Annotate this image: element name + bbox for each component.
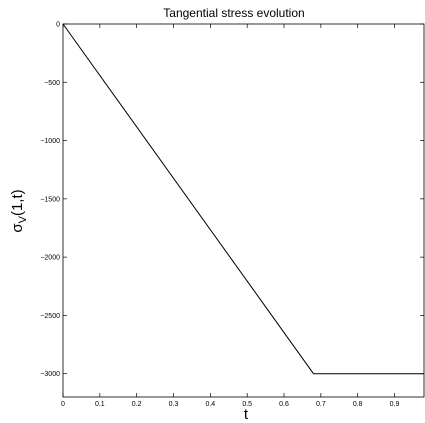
x-tick-label: 0.6: [279, 401, 289, 408]
x-axis-label: t: [244, 406, 249, 423]
x-tick-label: 0: [61, 401, 65, 408]
x-tick-label: 0.1: [95, 401, 105, 408]
y-tick-label: −2500: [40, 313, 60, 320]
x-tick-label: 0.9: [390, 401, 400, 408]
x-tick-label: 0.3: [169, 401, 179, 408]
y-axis-label: σV(1,t): [9, 189, 29, 232]
x-tick-label: 0.4: [205, 401, 215, 408]
y-tick-label: 0: [56, 22, 60, 29]
y-tick-label: −500: [44, 80, 60, 87]
y-tick-label: −3000: [40, 371, 60, 378]
y-axis-label-subscript: V: [17, 215, 29, 223]
x-tick-label: 0.7: [316, 401, 326, 408]
x-tick-label: 0.5: [242, 401, 252, 408]
y-tick-label: −1000: [40, 138, 60, 145]
y-axis-ticks: 0 −500 −1000 −1500 −2000 −2500 −3000: [40, 22, 424, 378]
y-tick-label: −1500: [40, 196, 60, 203]
plot-area-frame: [62, 23, 425, 398]
chart-title: Tangential stress evolution: [163, 6, 304, 20]
x-tick-label: 0.2: [132, 401, 142, 408]
y-axis-label-argument: (1,t): [9, 189, 26, 216]
series-layer: [62, 23, 424, 375]
x-tick-label: 0.8: [353, 401, 363, 408]
y-axis-label-symbol: σ: [9, 223, 26, 233]
series-line-0: [62, 23, 424, 375]
x-axis-ticks: 0 0.1 0.2 0.3 0.4 0.5 0.6 0.7 0.8 0.9: [61, 24, 400, 408]
y-tick-label: −2000: [40, 255, 60, 262]
